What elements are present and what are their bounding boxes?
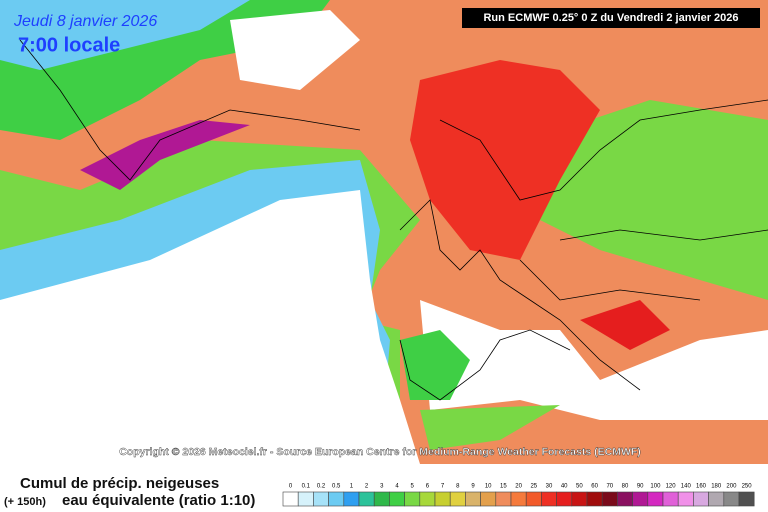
legend-label: 20 bbox=[515, 484, 522, 490]
legend-label: 80 bbox=[622, 484, 629, 490]
legend-swatch bbox=[632, 491, 649, 507]
legend-swatch bbox=[389, 491, 405, 507]
legend-swatch bbox=[738, 491, 755, 507]
legend-swatch bbox=[358, 491, 375, 507]
legend-title: Cumul de précip. neigeuses bbox=[20, 475, 219, 492]
legend-swatch bbox=[510, 491, 527, 507]
legend-swatch bbox=[328, 491, 345, 507]
legend-swatch bbox=[434, 491, 451, 507]
mediterranean bbox=[420, 300, 768, 420]
legend-swatch bbox=[662, 491, 679, 507]
legend-label: 10 bbox=[485, 484, 492, 490]
legend-label: 180 bbox=[711, 484, 722, 490]
legend-label: 7 bbox=[441, 484, 445, 490]
legend-label: 8 bbox=[456, 484, 460, 490]
legend-label: 250 bbox=[742, 484, 753, 490]
legend-label: 90 bbox=[637, 484, 644, 490]
legend-label: 140 bbox=[681, 484, 692, 490]
legend-swatch bbox=[404, 491, 421, 507]
legend-swatch bbox=[693, 491, 709, 507]
legend-swatch bbox=[556, 491, 573, 507]
legend-label: 15 bbox=[500, 484, 507, 490]
legend-swatch bbox=[495, 491, 512, 507]
no-snow bbox=[0, 190, 420, 464]
legend-swatch bbox=[525, 491, 542, 507]
heavy-snow bbox=[410, 60, 600, 260]
legend-lead: (+ 150h) bbox=[4, 496, 46, 508]
legend-label: 70 bbox=[606, 484, 613, 490]
legend-label: 2 bbox=[365, 484, 369, 490]
legend-swatch bbox=[282, 491, 299, 507]
legend-label: 0.5 bbox=[332, 484, 341, 490]
legend-swatch bbox=[465, 491, 481, 507]
ice bbox=[230, 10, 360, 90]
legend-label: 160 bbox=[696, 484, 707, 490]
legend-label: 40 bbox=[561, 484, 568, 490]
legend-label: 6 bbox=[426, 484, 430, 490]
legend-label: 0 bbox=[289, 484, 293, 490]
iberia bbox=[400, 330, 470, 400]
legend-swatch bbox=[343, 491, 360, 507]
legend-swatch bbox=[297, 491, 314, 507]
legend-swatch bbox=[313, 491, 329, 507]
north-africa bbox=[420, 405, 560, 450]
legend-swatch bbox=[586, 491, 603, 507]
legend-swatch bbox=[601, 491, 618, 507]
legend-label: 1 bbox=[350, 484, 354, 490]
coastlines bbox=[19, 39, 768, 401]
copyright: Copyright © 2026 Meteociel.fr - Source E… bbox=[119, 446, 641, 458]
legend-swatch bbox=[449, 491, 466, 507]
forecast-date: Jeudi 8 janvier 2026 bbox=[13, 13, 157, 30]
map: Jeudi 8 janvier 2026 7:00 locale Run ECM… bbox=[0, 0, 768, 464]
legend-label: 60 bbox=[591, 484, 598, 490]
run-box bbox=[462, 8, 760, 28]
legend-label: 4 bbox=[395, 484, 399, 490]
legend-label: 3 bbox=[380, 484, 384, 490]
forecast-time: 7:00 locale bbox=[18, 34, 120, 56]
legend-swatch bbox=[541, 491, 557, 507]
band bbox=[0, 0, 250, 70]
legend-swatch bbox=[571, 491, 588, 507]
legend-label: 50 bbox=[576, 484, 583, 490]
legend-swatch bbox=[480, 491, 497, 507]
legend-label: 120 bbox=[666, 484, 677, 490]
legend-swatch bbox=[708, 491, 725, 507]
legend-label: 200 bbox=[726, 484, 737, 490]
legend-label: 0.1 bbox=[302, 484, 311, 490]
legend-swatch bbox=[677, 491, 694, 507]
legend-label: 0.2 bbox=[317, 484, 326, 490]
legend-label: 100 bbox=[650, 484, 661, 490]
legend-swatch bbox=[617, 491, 633, 507]
legend-swatch bbox=[419, 491, 436, 507]
legend-label: 9 bbox=[471, 484, 475, 490]
legend-swatch bbox=[647, 491, 664, 507]
legend-swatch bbox=[723, 491, 740, 507]
legend-label: 5 bbox=[411, 484, 415, 490]
legend-label: 25 bbox=[530, 484, 537, 490]
legend-subtitle: eau équivalente (ratio 1:10) bbox=[62, 492, 255, 509]
band bbox=[540, 100, 768, 300]
colorbar: 0 0.1 0.2 0.5 1 2 3 4 5 6 7 8 9 10 15 20 25 30 40 50 60 70 80 9… bbox=[282, 484, 755, 507]
legend-label: 30 bbox=[546, 484, 553, 490]
run-info: Run ECMWF 0.25° 0 Z du Vendredi 2 janvie… bbox=[483, 12, 738, 24]
legend-swatch bbox=[373, 491, 390, 507]
heavy-snow bbox=[580, 300, 670, 350]
